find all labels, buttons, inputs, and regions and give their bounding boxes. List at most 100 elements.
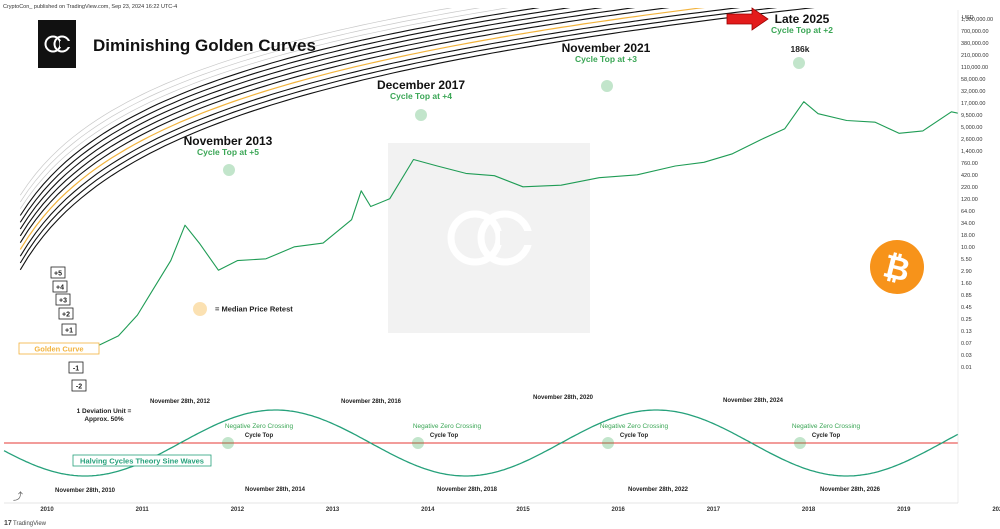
attribution-text: CryptoCon_ published on TradingView.com,…: [3, 4, 177, 10]
band-labels: +5 +4 +3 +2 +1 Golden Curve -1 -2 1 Devi…: [18, 266, 132, 423]
zero-crossing-sub: Cycle Top: [245, 433, 274, 439]
deviation-curve: [20, 8, 453, 196]
median-marker: [193, 302, 207, 316]
y-tick-label: 120.00: [961, 197, 978, 203]
x-tick-label: 2020: [992, 507, 1000, 513]
x-tick-label: 2018: [802, 507, 816, 513]
y-tick-label: 2,600.00: [961, 137, 982, 143]
y-tick-label: 0.07: [961, 341, 972, 347]
deviation-curve: [19, 8, 636, 237]
zero-crossing-sub: Cycle Top: [620, 433, 649, 439]
sine-label: Halving Cycles Theory Sine Waves: [80, 457, 204, 466]
share-icon: ⤴: [13, 490, 23, 503]
cycle-top-title: Late 2025: [775, 12, 830, 26]
sine-trough-label: November 28th, 2010: [55, 488, 116, 494]
zero-crossing-marker: [412, 437, 424, 449]
deviation-note: 1 Deviation Unit =: [77, 408, 132, 415]
cycle-top-marker: [601, 80, 613, 92]
sine-peak-label: November 28th, 2024: [723, 398, 784, 404]
y-tick-label: 420.00: [961, 173, 978, 179]
y-tick-label: 380,000.00: [961, 41, 989, 47]
zero-crossing-marker: [222, 437, 234, 449]
y-tick-label: 5.50: [961, 257, 972, 263]
sine-peak-label: November 28th, 2020: [533, 395, 594, 401]
y-tick-label: 5,000.00: [961, 125, 982, 131]
zero-crossing-marker: [602, 437, 614, 449]
y-tick-label: 64.00: [961, 209, 975, 215]
y-tick-label: 1,300,000.00: [961, 17, 993, 23]
sine-trough-label: November 28th, 2014: [245, 487, 306, 493]
footer: 17 TradingView ⤴: [4, 490, 47, 527]
y-tick-label: 0.13: [961, 329, 972, 335]
cycle-top-subtitle: Cycle Top at +4: [390, 91, 452, 101]
band-label: +5: [54, 271, 62, 278]
y-tick-label: 0.25: [961, 317, 972, 323]
y-tick-label: 110,000.00: [961, 65, 988, 71]
y-tick-label: 0.45: [961, 305, 972, 311]
zero-crossing-label: Negative Zero Crossing: [225, 423, 294, 430]
x-tick-label: 2019: [897, 507, 911, 513]
deviation-curve: [19, 8, 670, 243]
band-label: -1: [73, 366, 79, 373]
y-tick-label: 58,000.00: [961, 77, 985, 83]
x-tick-label: 2011: [136, 507, 150, 513]
deviation-curve: [19, 8, 571, 223]
time-axis: 2010 2011 2012 2013 2014 2015 2016 2017 2018 2019…: [4, 502, 1000, 513]
x-tick-label: 2012: [231, 507, 245, 513]
cycle-top-title: November 2021: [562, 41, 651, 55]
x-tick-label: 2015: [516, 507, 530, 513]
deviation-note: Approx. 50%: [84, 416, 124, 423]
y-tick-label: 0.01: [961, 365, 972, 371]
y-tick-label: 760.00: [961, 161, 978, 167]
zero-crossing-label: Negative Zero Crossing: [413, 423, 482, 430]
band-label: +1: [65, 328, 73, 335]
watermark-logo: [388, 143, 590, 333]
price-series: [99, 101, 958, 346]
sine-wave-panel: [3, 409, 959, 477]
median-legend-label: = Median Price Retest: [215, 305, 293, 314]
price-line: [99, 101, 958, 346]
median-legend: = Median Price Retest: [193, 302, 293, 316]
y-tick-label: 1,400.00: [961, 149, 982, 155]
red-arrow-icon: [726, 7, 769, 31]
y-tick-label: 17,000.00: [961, 101, 985, 107]
cycle-top-title: November 2013: [184, 134, 273, 148]
brand-logo-icon: [44, 35, 72, 53]
y-tick-label: 0.85: [961, 293, 972, 299]
zero-crossing-label: Negative Zero Crossing: [792, 423, 861, 430]
y-tick-label: 34.00: [961, 221, 975, 227]
deviation-curve: [20, 8, 480, 203]
y-tick-label: 32,000.00: [961, 89, 985, 95]
bitcoin-icon: ₿: [870, 240, 924, 294]
deviation-curve: [19, 8, 603, 230]
cycle-top-marker: [793, 57, 805, 69]
y-tick-label: 2.90: [961, 269, 972, 275]
cycle-top-marker: [223, 164, 235, 176]
y-tick-label: 210,000.00: [961, 53, 989, 59]
cycle-top-title: December 2017: [377, 78, 465, 92]
deviation-curve: [20, 8, 509, 209]
x-tick-label: 2016: [612, 507, 626, 513]
deviation-curve: [19, 8, 778, 264]
tradingview-icon: 17: [4, 520, 12, 527]
deviation-bands: [19, 8, 815, 271]
sine-trough-label: November 28th, 2018: [437, 487, 498, 493]
y-tick-label: 700,000.00: [961, 29, 989, 35]
zero-crossing-label: Negative Zero Crossing: [600, 423, 669, 430]
price-axis: USD 0.01 0.03 0.07 0.13 0.25 0.45 0.85 1.60 2.90…: [957, 10, 993, 503]
y-tick-label: 9,500.00: [961, 113, 982, 119]
sine-peak-label: November 28th, 2016: [341, 399, 402, 405]
y-tick-label: 220.00: [961, 185, 978, 191]
zero-crossing-sub: Cycle Top: [812, 433, 841, 439]
x-tick-label: 2013: [326, 507, 340, 513]
projection-value: 186k: [791, 44, 810, 54]
y-tick-label: 18.00: [961, 233, 975, 239]
cycle-top-marker: [415, 109, 427, 121]
y-tick-label: 0.03: [961, 353, 972, 359]
cycle-top-subtitle: Cycle Top at +2: [771, 25, 833, 35]
chart-title: Diminishing Golden Curves: [93, 36, 316, 55]
sine-wave: [3, 409, 959, 477]
golden-curve: [19, 8, 705, 250]
golden-curve-label: Golden Curve: [34, 345, 83, 354]
